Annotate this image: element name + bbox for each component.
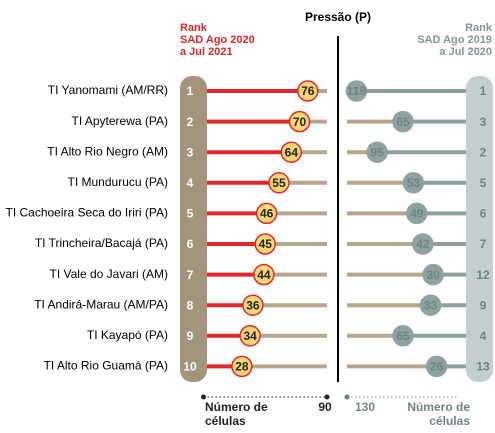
value-label: 28: [235, 360, 249, 374]
rank-pill: [466, 76, 493, 382]
value-label: 95: [370, 145, 384, 159]
bubble: [366, 141, 388, 163]
category-label: TI Yanomami (AM/RR): [48, 83, 168, 97]
value-label: 55: [272, 176, 286, 190]
bubble: [392, 325, 414, 347]
value-label: 49: [410, 207, 424, 221]
category-label: TI Alto Rio Guamá (PA): [44, 359, 168, 373]
rank-label: 2: [480, 145, 487, 159]
category-label: TI Kayapó (PA): [87, 328, 168, 342]
rank-pill: [180, 76, 207, 382]
bubble: [392, 110, 414, 133]
rank-label: 13: [476, 360, 490, 374]
value-label: 44: [257, 268, 271, 282]
bubble: [402, 172, 425, 194]
panel-title: SAD Ago 2019: [417, 34, 492, 46]
category-label: TI Andirá-Marau (AM/PA): [34, 297, 168, 311]
bubble: [255, 202, 278, 225]
rank-label: 8: [187, 298, 194, 312]
axis-tick: [324, 394, 330, 400]
rank-label: 3: [480, 115, 487, 129]
rank-label: 3: [187, 145, 194, 159]
rank-label: 4: [187, 176, 194, 190]
value-label: 42: [416, 237, 430, 251]
category-label: TI Apyterewa (PA): [72, 114, 168, 128]
x-axis-label: células: [429, 414, 470, 428]
bubble: [239, 325, 261, 347]
value-label: 65: [396, 329, 410, 343]
rank-label: 7: [187, 268, 194, 282]
category-label: TI Trincheira/Bacajá (PA): [35, 236, 168, 250]
x-tick-label: 130: [355, 400, 375, 414]
value-label: 36: [246, 298, 260, 312]
category-label: TI Mundurucu (PA): [68, 175, 168, 189]
value-label: 119: [347, 84, 367, 98]
panel-title: Rank: [180, 22, 208, 34]
x-axis-label: Número de: [205, 400, 268, 414]
value-label: 76: [301, 84, 315, 98]
value-label: 45: [259, 237, 273, 251]
rank-label: 7: [480, 237, 487, 251]
bubble: [422, 263, 444, 286]
x-axis-label: células: [205, 414, 246, 428]
bubble: [280, 141, 303, 163]
bubble: [419, 294, 442, 316]
category-label: TI Alto Rio Negro (AM): [47, 144, 168, 158]
value-label: 34: [243, 329, 257, 343]
chart-title: Pressão (P): [305, 10, 371, 24]
value-label: 53: [407, 176, 421, 190]
axis-end: [201, 394, 206, 400]
x-tick-label: 90: [318, 400, 332, 414]
bubble: [231, 355, 253, 378]
rank-label: 9: [480, 298, 487, 312]
rank-label: 5: [480, 176, 487, 190]
bubble: [268, 172, 290, 194]
panel-title: SAD Ago 2020: [180, 34, 255, 46]
bubble: [254, 233, 276, 255]
rank-label: 5: [187, 207, 194, 221]
rank-label: 9: [187, 329, 194, 343]
value-label: 65: [396, 115, 410, 129]
value-label: 26: [430, 360, 444, 374]
bubble: [425, 355, 448, 378]
bubble: [297, 80, 319, 102]
bubble: [345, 80, 368, 102]
value-label: 70: [293, 115, 307, 129]
rank-label: 1: [480, 84, 487, 98]
rank-label: 6: [187, 237, 194, 251]
value-label: 33: [424, 298, 438, 312]
bubble: [242, 294, 264, 316]
category-label: TI Cachoeira Seca do Iriri (PA): [6, 206, 169, 220]
bubble: [253, 263, 275, 286]
x-axis-label: Número de: [407, 400, 470, 414]
rank-label: 2: [187, 115, 194, 129]
rank-label: 12: [476, 268, 490, 282]
bubble: [406, 202, 428, 225]
rank-label: 4: [480, 329, 487, 343]
category-label: TI Vale do Javari (AM): [50, 267, 168, 281]
bubble: [288, 110, 311, 133]
panel-title: a Jul 2021: [180, 46, 233, 58]
value-label: 46: [260, 207, 274, 221]
value-label: 64: [285, 145, 299, 159]
panel-title: Rank: [465, 22, 493, 34]
panel-title: a Jul 2020: [439, 46, 492, 58]
value-label: 30: [426, 268, 440, 282]
rank-label: 1: [187, 84, 194, 98]
rank-label: 6: [480, 207, 487, 221]
rank-label: 10: [183, 360, 197, 374]
axis-end: [344, 394, 350, 400]
bubble: [412, 233, 434, 255]
